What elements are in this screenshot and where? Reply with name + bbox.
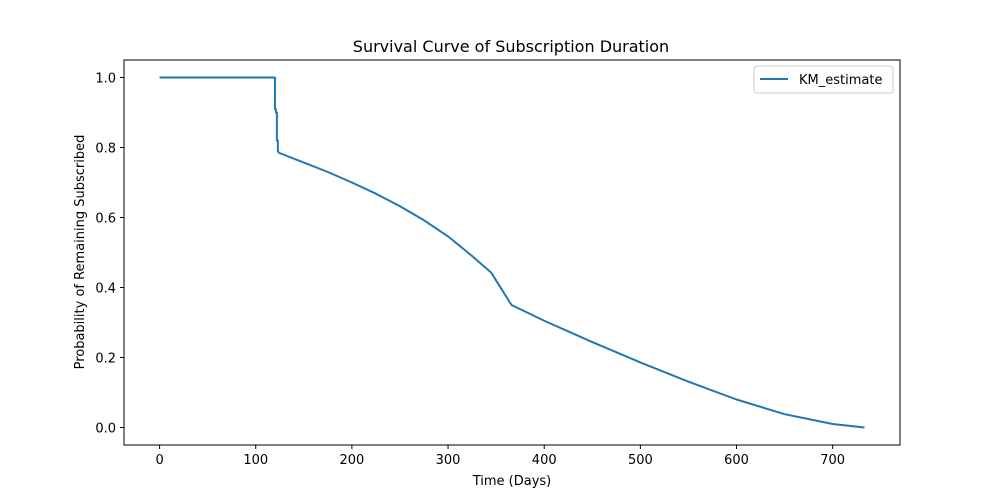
x-axis-title: Time (Days) <box>472 474 552 489</box>
legend: KM_estimate <box>753 65 894 94</box>
y-tick-label: 0.2 <box>95 352 116 367</box>
legend-label: KM_estimate <box>799 73 882 88</box>
x-tick-label: 0 <box>155 453 163 468</box>
y-tick-label: 0.0 <box>95 422 116 437</box>
x-tick-label: 300 <box>436 453 461 468</box>
x-tick-label: 400 <box>532 453 557 468</box>
x-tick-label: 200 <box>339 453 364 468</box>
legend-box <box>753 65 894 94</box>
y-tick-label: 1.0 <box>95 72 116 87</box>
y-tick-label: 0.4 <box>95 282 116 297</box>
x-tick-label: 600 <box>724 453 749 468</box>
y-tick-label: 0.6 <box>95 212 116 227</box>
y-tick-label: 0.8 <box>95 142 116 157</box>
y-axis: 0.0 0.2 0.4 0.6 0.8 1.0 <box>95 72 124 437</box>
plot-area <box>159 76 865 429</box>
x-axis: 0 100 200 300 400 500 600 700 <box>155 445 845 468</box>
y-axis-title: Probability of Remaining Subscribed <box>73 135 88 370</box>
x-tick-label: 100 <box>243 453 268 468</box>
plot-frame <box>123 59 901 446</box>
chart-title: Survival Curve of Subscription Duration <box>353 37 669 56</box>
x-tick-label: 700 <box>820 453 845 468</box>
series-line-KM_estimate <box>159 76 865 429</box>
x-tick-label: 500 <box>628 453 653 468</box>
